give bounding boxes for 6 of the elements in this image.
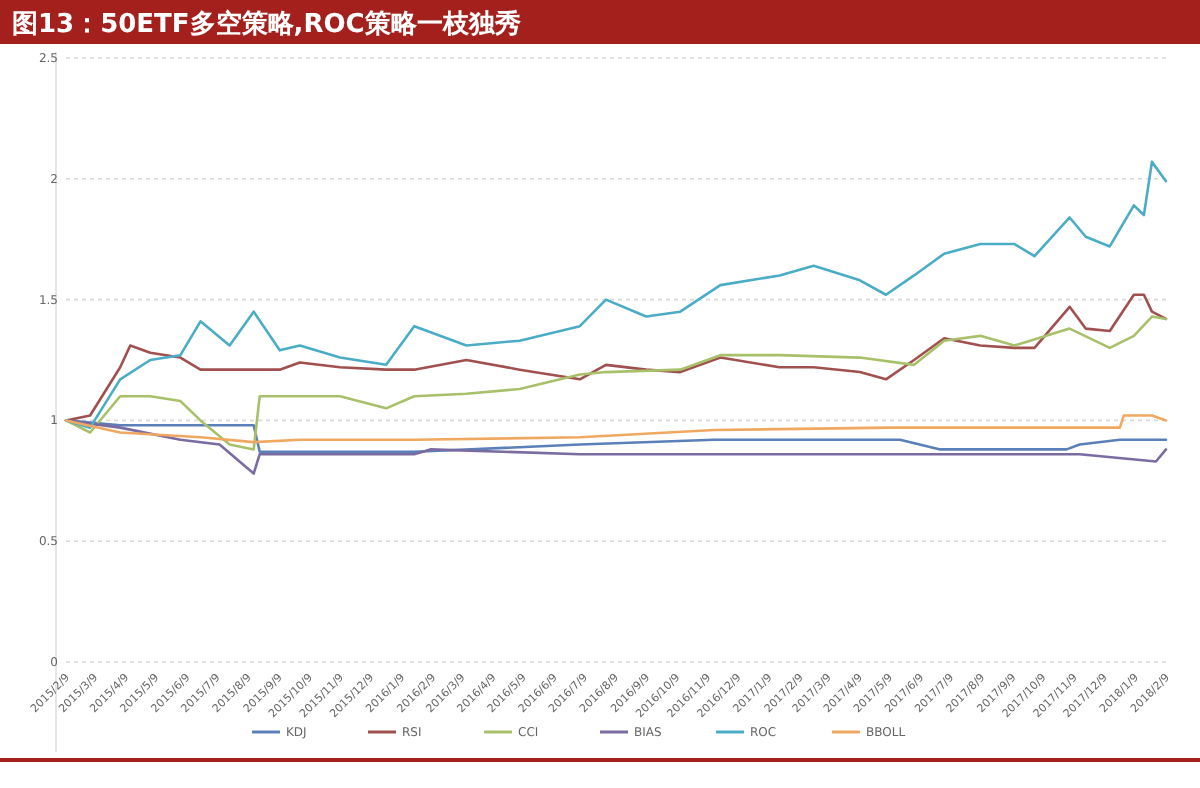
line-series [64,414,1168,444]
line-series [64,293,1168,422]
line-series [64,419,1168,475]
chart-title: 图13：50ETF多空策略,ROC策略一枝独秀 [12,8,521,40]
line-series [64,315,1168,451]
line-series [64,160,1168,429]
